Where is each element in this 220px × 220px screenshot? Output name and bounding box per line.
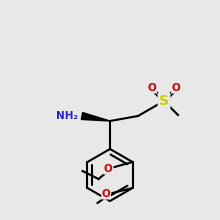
Text: S: S — [159, 94, 169, 108]
Text: O: O — [172, 83, 180, 93]
Polygon shape — [81, 113, 110, 121]
Text: O: O — [148, 83, 156, 93]
Text: O: O — [102, 189, 110, 199]
Text: NH₂: NH₂ — [56, 111, 78, 121]
Text: O: O — [104, 164, 112, 174]
